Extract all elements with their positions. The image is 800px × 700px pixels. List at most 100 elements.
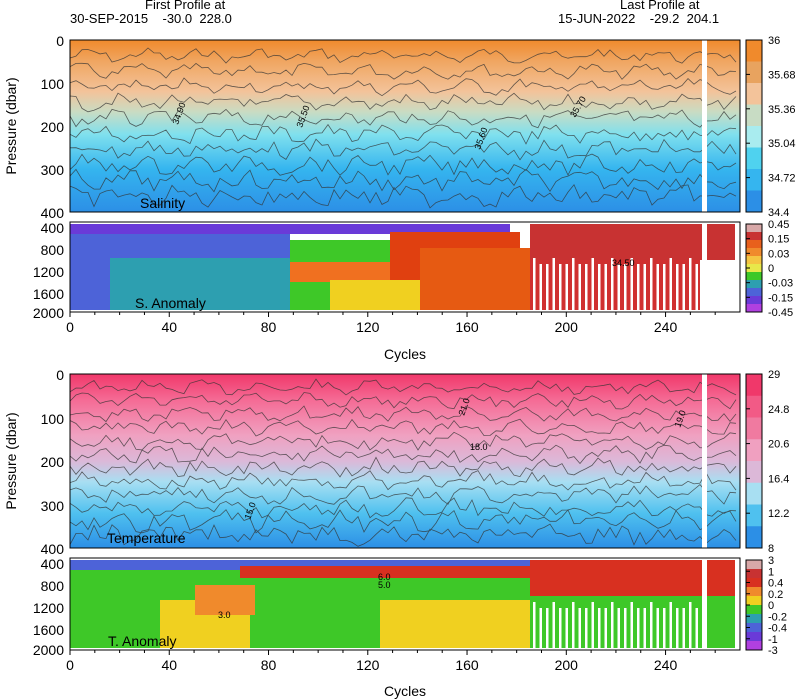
ta-cbar-swatch-2 [746,578,762,588]
sal-contour-line-9 [69,168,737,193]
temperature-colorbar: 29 24.8 20.6 16.4 12.2 8 [745,369,789,555]
ta-cbar-swatch-4 [746,596,762,606]
temperature-field [70,374,740,548]
temp-cbar-swatch-5 [746,482,762,505]
sa-ytick-2000: 2000 [33,305,64,321]
sa-gap-stripe-17 [643,264,646,312]
t-anomaly-xlabel: Cycles [384,683,426,699]
ta-gap-stripe-16 [637,608,640,650]
sa-gap-stripe-19 [656,264,659,312]
t-anomaly-zone-6 [240,566,530,578]
t-anomaly-gap [702,558,707,650]
s-anomaly-white-gaps [533,258,698,312]
ta-ytick-1200: 1200 [33,600,64,616]
temp-cbar-swatch-1 [746,395,762,418]
sa-gap-stripe-2 [546,264,549,312]
sa-xtick-label-0: 0 [66,319,74,335]
sal-contour-line-3 [69,77,737,97]
first-profile-info: 30-SEP-2015 -30.0 228.0 [70,11,232,26]
sal-contour-line-7 [69,138,737,161]
ta-cbar-swatch-5 [746,605,762,615]
temp-contour-line-1 [69,378,737,396]
t-anomaly-panel-label: T. Anomaly [108,633,176,649]
ta-gap-stripe-18 [650,602,653,650]
last-profile-label: Last Profile at [620,0,700,12]
sa-cbar-label-6: -0.45 [768,307,793,319]
sa-ytick-800: 800 [41,242,65,258]
temp-contour-line-11 [69,509,737,534]
temp-cbar-swatch-2 [746,417,762,440]
temp-cbar-label-4: 12.2 [768,508,789,520]
salinity-gap [702,40,707,212]
ta-gap-stripe-14 [624,608,627,650]
sal-cbar-swatch-2 [746,83,762,105]
ta-gap-stripe-17 [643,608,646,650]
salinity-contours [69,47,737,209]
ta-cbar-swatch-8 [746,632,762,642]
t-anomaly-colorbar: 310.40.20-0.2-0.4-1-3 [745,555,787,657]
ta-gap-stripe-8 [585,608,588,650]
t-anomaly-x-axis: 0 40 80 120 160 200 240 [66,650,716,673]
temperature-panel: Temperature 21.0 19.0 18.0 15.0 0 100 20… [3,367,741,557]
sal-cbar-label-5: 34.4 [768,207,789,219]
sa-gap-stripe-3 [552,258,555,312]
sal-cbar-label-3: 35.04 [768,138,796,150]
temp-contour-line-8 [69,470,737,491]
sa-gap-stripe-16 [637,264,640,312]
sal-cbar-swatch-1 [746,61,762,84]
temperature-frame [69,373,741,549]
ta-contour-label-2: 5.0 [378,580,391,590]
s-anomaly-x-axis: 0 40 80 120 160 200 240 [66,312,716,335]
temperature-ytick-400: 400 [41,541,65,557]
sa-cbar-swatch-0 [746,224,762,233]
sa-gap-stripe-7 [578,264,581,312]
ta-ytick-400: 400 [41,556,65,572]
ta-gap-stripe-23 [682,608,685,650]
sal-contour-line-4 [69,92,737,113]
s-anomaly-zone-9 [530,224,735,260]
sa-gap-stripe-9 [591,258,594,312]
sa-gap-stripe-15 [630,258,633,312]
sa-cbar-label-0: 0.45 [768,219,789,231]
s-anomaly-zone-4 [290,262,420,282]
temp-contour-line-4 [69,418,737,437]
ta-gap-stripe-2 [546,608,549,650]
temp-contour-line-12 [69,523,737,547]
salinity-ytick-200: 200 [41,119,65,135]
ta-gap-stripe-11 [604,608,607,650]
salinity-frame [69,39,741,213]
sal-contour-line-6 [69,123,737,145]
sa-gap-stripe-10 [598,264,601,312]
temperature-contours [69,378,737,547]
ta-gap-stripe-7 [578,608,581,650]
sal-cbar-label-4: 34.72 [768,173,796,185]
ta-gap-stripe-13 [617,608,620,650]
temp-cbar-swatch-3 [746,439,762,462]
temp-cbar-label-1: 24.8 [768,404,789,416]
salinity-ytick-0: 0 [56,33,64,49]
salinity-anomaly-panel: S. Anomaly 34.50 400 800 1200 1600 2000 [33,220,741,321]
sa-xtick-label-240: 240 [654,319,678,335]
sal-cbar-swatch-7 [746,190,762,213]
sa-cbar-swatch-4 [746,256,762,265]
t-anomaly-white-gaps [533,602,698,650]
sa-gap-stripe-18 [650,258,653,312]
ta-cbar-swatch-9 [746,641,762,651]
sa-xtick-label-40: 40 [161,319,177,335]
sa-gap-stripe-20 [663,264,666,312]
ta-gap-stripe-22 [676,608,679,650]
temperature-ylabel: Pressure (dbar) [3,412,19,509]
sa-cbar-label-5: -0.15 [768,292,793,304]
ta-gap-stripe-4 [559,608,562,650]
temp-cbar-swatch-0 [746,374,762,397]
sa-cbar-label-4: -0.03 [768,278,793,290]
ta-xtick-label-200: 200 [555,657,579,673]
s-anomaly-panel-label: S. Anomaly [135,295,206,311]
sa-gap-stripe-24 [689,258,692,312]
ta-gap-stripe-21 [669,602,672,650]
temp-contour-line-10 [69,497,737,519]
sa-cbar-swatch-8 [746,288,762,297]
salinity-ylabel: Pressure (dbar) [3,77,19,174]
temp-cbar-label-0: 29 [768,369,780,381]
temp-cbar-label-2: 20.6 [768,439,789,451]
